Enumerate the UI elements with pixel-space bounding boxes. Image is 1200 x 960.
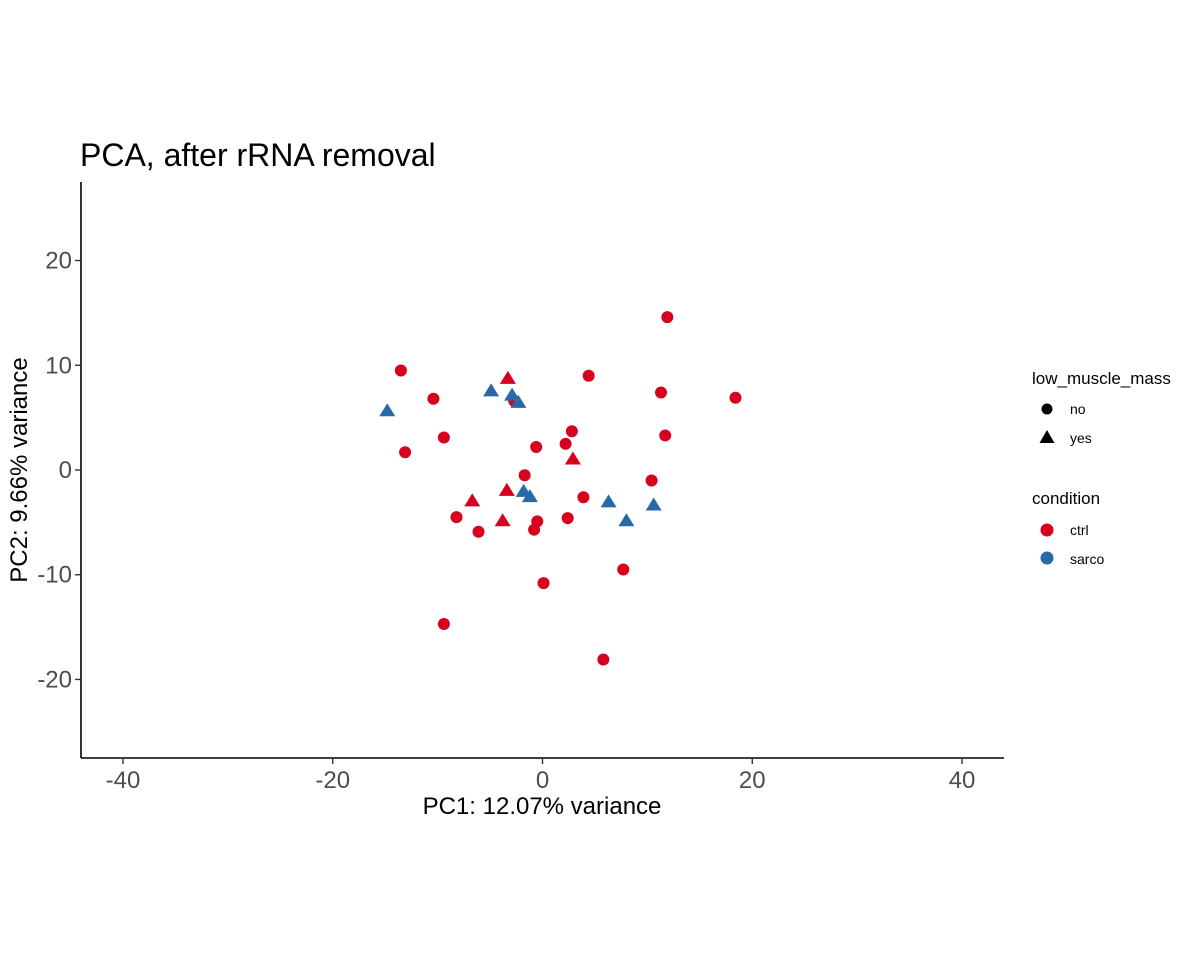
y-tick-label: 0 xyxy=(59,457,72,484)
point-circle-ctrl xyxy=(537,577,550,590)
point-circle-ctrl xyxy=(661,311,674,324)
legend-label-ctrl: ctrl xyxy=(1070,522,1089,538)
x-tick-label: 40 xyxy=(949,767,976,794)
plot-panel: -40 -20 0 20 40 -20 -10 0 10 20 xyxy=(37,182,1004,794)
y-axis-ticks: -20 -10 0 10 20 xyxy=(37,248,81,693)
y-tick-label: -20 xyxy=(37,666,72,693)
x-tick-label: 0 xyxy=(536,767,549,794)
point-triangle-ctrl xyxy=(494,513,511,527)
point-circle-ctrl xyxy=(729,391,742,404)
x-tick-label: -40 xyxy=(106,767,141,794)
point-circle-ctrl xyxy=(659,429,672,442)
legend-ctrl-swatch xyxy=(1040,523,1054,537)
point-triangle-ctrl xyxy=(498,482,515,496)
point-triangle-ctrl xyxy=(464,493,481,507)
point-triangle-sarco xyxy=(521,489,538,503)
legend-triangle-icon xyxy=(1039,430,1055,443)
point-triangle-sarco xyxy=(504,387,521,401)
point-circle-ctrl xyxy=(565,425,578,438)
point-circle-ctrl xyxy=(518,469,531,482)
point-circle-ctrl xyxy=(399,446,412,459)
legend-label-yes: yes xyxy=(1070,430,1092,446)
point-circle-ctrl xyxy=(559,437,572,450)
point-circle-ctrl xyxy=(528,523,541,536)
data-points xyxy=(379,311,742,666)
y-tick-label: 10 xyxy=(45,352,72,379)
point-circle-ctrl xyxy=(394,364,407,377)
point-circle-ctrl xyxy=(472,525,485,538)
point-triangle-sarco xyxy=(645,497,662,511)
legend-label-sarco: sarco xyxy=(1070,551,1104,567)
point-triangle-sarco xyxy=(510,394,527,408)
legend-circle-icon xyxy=(1041,403,1053,415)
point-triangle-ctrl xyxy=(499,370,516,384)
x-axis-ticks: -40 -20 0 20 40 xyxy=(106,758,976,794)
point-circle-ctrl xyxy=(597,653,610,666)
y-axis-title: PC2: 9.66% variance xyxy=(6,357,33,582)
legend-color-title: condition xyxy=(1032,489,1100,508)
point-triangle-sarco xyxy=(618,513,635,527)
point-circle-ctrl xyxy=(561,512,574,525)
point-circle-ctrl xyxy=(530,440,543,453)
legend-label-no: no xyxy=(1070,401,1086,417)
point-circle-ctrl xyxy=(437,431,450,444)
point-circle-ctrl xyxy=(655,386,668,399)
point-triangle-sarco xyxy=(379,403,396,417)
x-axis-title: PC1: 12.07% variance xyxy=(423,793,662,820)
point-triangle-sarco xyxy=(483,383,500,397)
legend: low_muscle_mass no yes condition ctrl sa… xyxy=(1032,369,1171,567)
point-circle-ctrl xyxy=(577,491,590,504)
point-circle-ctrl xyxy=(645,474,658,487)
point-circle-ctrl xyxy=(617,563,630,576)
y-tick-label: 20 xyxy=(45,248,72,275)
point-circle-ctrl xyxy=(427,392,440,405)
y-tick-label: -10 xyxy=(37,562,72,589)
point-triangle-ctrl xyxy=(564,451,581,465)
point-circle-ctrl xyxy=(450,511,463,524)
x-tick-label: -20 xyxy=(315,767,350,794)
x-tick-label: 20 xyxy=(739,767,766,794)
legend-shape-title: low_muscle_mass xyxy=(1032,369,1171,388)
legend-sarco-swatch xyxy=(1040,551,1054,565)
chart-title: PCA, after rRNA removal xyxy=(80,137,436,173)
point-circle-ctrl xyxy=(582,369,595,382)
point-triangle-sarco xyxy=(600,494,617,508)
point-circle-ctrl xyxy=(437,617,450,630)
